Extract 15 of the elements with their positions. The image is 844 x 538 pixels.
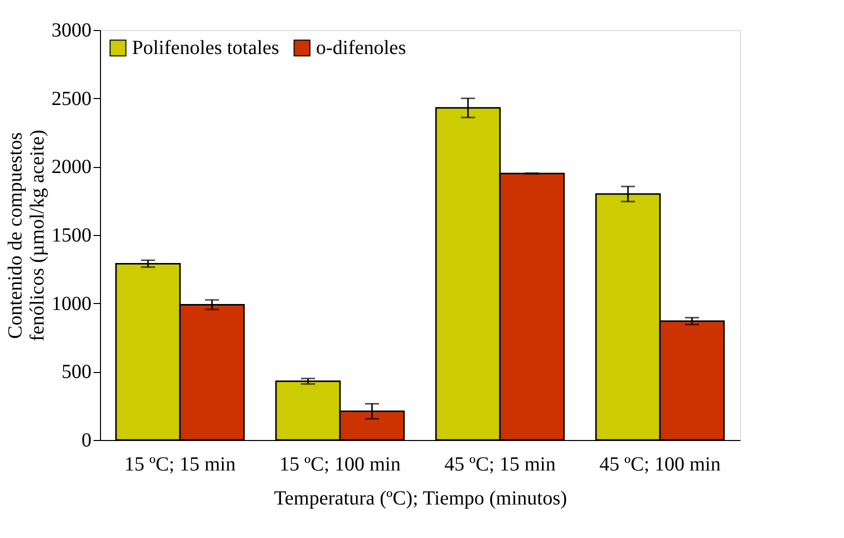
y-tick-label: 2000 <box>52 156 92 178</box>
y-axis-title: Contenido de compuestos fenólicos (µmol/kg aceite) <box>4 130 48 342</box>
y-tick-label: 0 <box>82 430 92 452</box>
y-tick-label: 1000 <box>52 292 92 315</box>
x-tick-label: 15 ºC; 15 min <box>124 454 236 476</box>
y-tick-label: 3000 <box>52 20 92 42</box>
y-tick-label: 2500 <box>52 88 92 110</box>
legend-label: Polifenoles totales <box>132 37 280 59</box>
y-tick-label: 500 <box>62 361 92 384</box>
x-tick-label: 15 ºC; 100 min <box>279 454 401 476</box>
x-tick-label: 45 ºC; 100 min <box>599 454 721 476</box>
legend-label: o-difenoles <box>316 37 406 59</box>
x-tick-label: 45 ºC; 15 min <box>444 454 556 476</box>
y-tick-label: 1500 <box>52 224 92 246</box>
x-axis-title: Temperatura (ºC); Tiempo (minutos) <box>274 488 568 510</box>
